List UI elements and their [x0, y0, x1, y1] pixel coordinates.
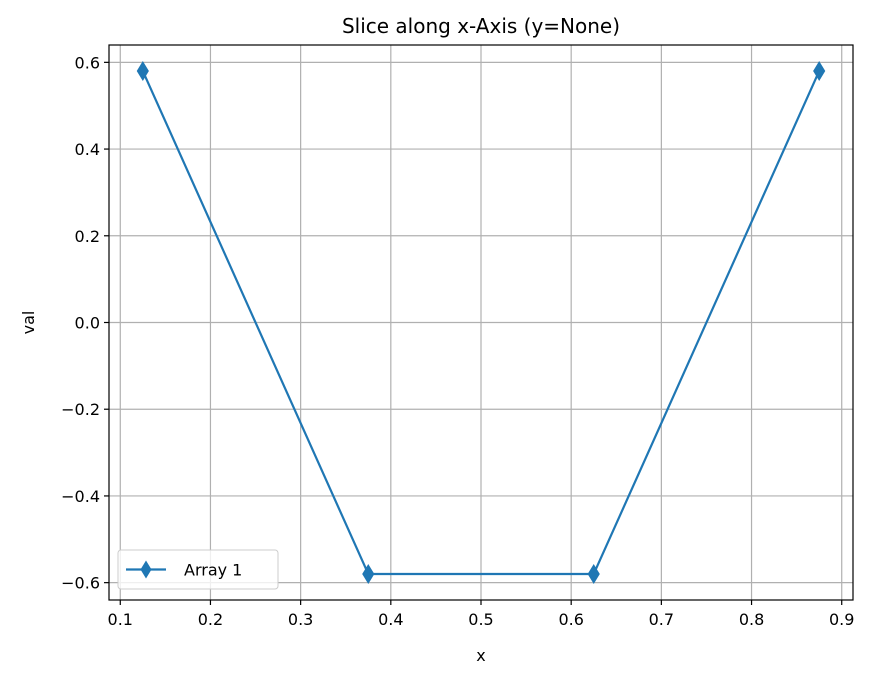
data-point — [813, 61, 826, 81]
legend-marker — [140, 560, 152, 579]
x-tick-label: 0.2 — [198, 610, 223, 629]
y-tick-label: 0.4 — [75, 140, 100, 159]
x-tick-label: 0.5 — [468, 610, 493, 629]
y-axis-label: val — [19, 311, 38, 335]
x-tick-label: 0.7 — [649, 610, 674, 629]
y-tick-label: 0.6 — [75, 53, 100, 72]
x-tick-label: 0.9 — [829, 610, 854, 629]
y-tick-label: −0.6 — [61, 574, 100, 593]
grid — [109, 45, 853, 600]
x-tick-label: 0.1 — [108, 610, 133, 629]
x-tick-label: 0.8 — [739, 610, 764, 629]
x-tick-label: 0.6 — [558, 610, 583, 629]
x-tick-label: 0.3 — [288, 610, 313, 629]
y-tick-label: −0.2 — [61, 400, 100, 419]
x-axis-ticks: 0.1 0.2 0.3 0.4 0.5 0.6 0.7 0.8 0.9 — [108, 600, 854, 629]
legend-box — [117, 549, 279, 590]
y-axis-ticks: −0.6 −0.4 −0.2 0.0 0.2 0.4 0.6 — [61, 53, 109, 593]
y-tick-label: −0.4 — [61, 487, 100, 506]
data-point — [362, 564, 375, 584]
y-tick-label: 0.2 — [75, 227, 100, 246]
chart-title: Slice along x-Axis (y=None) — [342, 14, 620, 38]
x-tick-label: 0.4 — [378, 610, 403, 629]
legend-label: Array 1 — [184, 561, 242, 580]
data-point — [587, 564, 600, 584]
series-layer — [136, 61, 826, 584]
series-line — [141, 70, 821, 576]
legend: Array 1 — [117, 549, 279, 590]
y-tick-label: 0.0 — [75, 314, 100, 333]
data-point — [136, 61, 149, 81]
x-axis-label: x — [476, 646, 485, 665]
